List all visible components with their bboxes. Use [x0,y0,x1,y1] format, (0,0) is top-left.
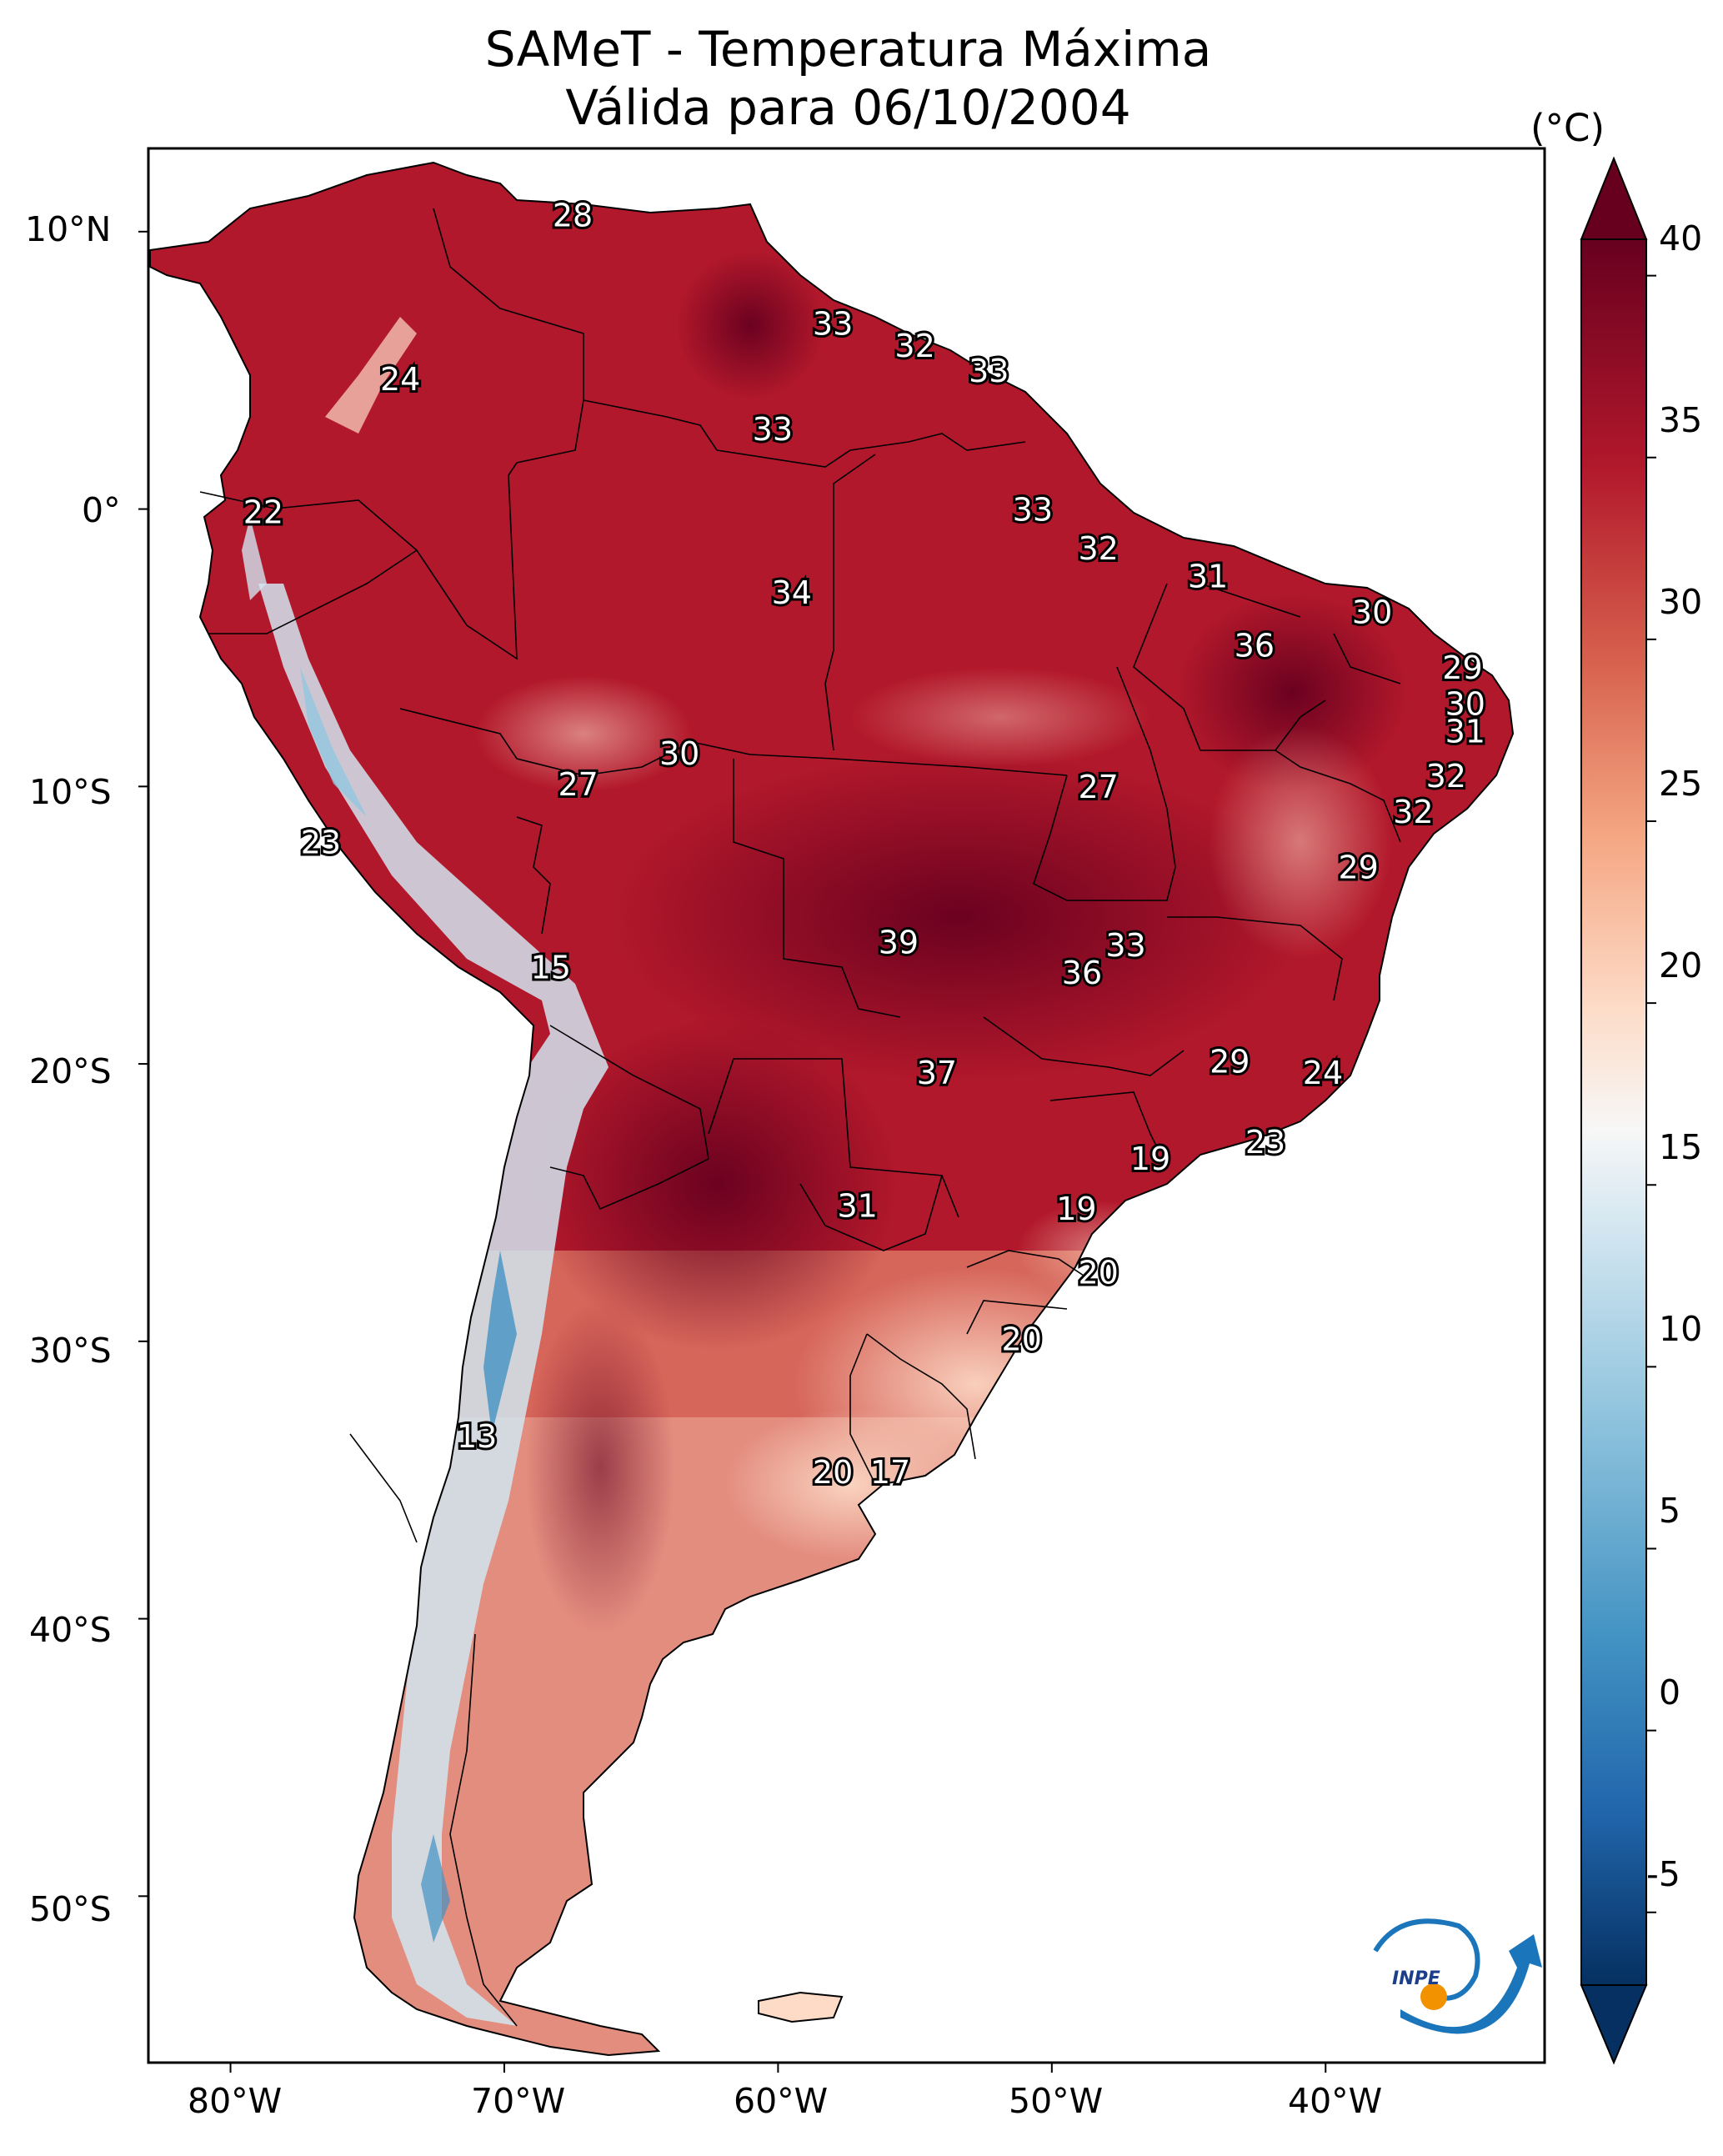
temperature-label: 28 [553,198,593,234]
lon-tick-label: 40°W [1288,2081,1383,2121]
temperature-label: 22 [243,494,283,531]
colorbar-tick-label: 35 [1659,400,1703,440]
temperature-label: 15 [531,949,571,985]
lat-tick-label: 10°N [25,209,112,249]
temperature-label: 24 [1303,1055,1343,1091]
temperature-label: 13 [457,1418,497,1455]
inpe-orange-dot [1420,1983,1447,2010]
map-frame [147,147,1546,2064]
temperature-label: 32 [1426,758,1466,795]
colorbar-unit: (°C) [1530,106,1605,150]
temperature-label: 20 [813,1454,853,1491]
temperature-label: 36 [1062,955,1102,991]
temperature-label: 33 [813,305,853,342]
temperature-label: 36 [1235,627,1275,664]
temperature-label: 37 [917,1055,957,1091]
map-subtitle: Válida para 06/10/2004 [565,79,1131,136]
temperature-label: 33 [753,411,793,448]
lat-tick-label: 30°S [29,1331,112,1371]
temperature-label: 27 [1078,769,1118,805]
temperature-label: 20 [1078,1254,1118,1291]
temperature-label: 19 [1130,1141,1170,1177]
colorbar-tick-label: 5 [1659,1491,1681,1531]
colorbar-tick-label: 15 [1659,1127,1703,1167]
temperature-label: 23 [301,825,341,861]
temperature-label: 30 [1352,594,1392,631]
colorbar-tick-label: 40 [1659,218,1703,258]
colorbar-extend-max [1580,156,1648,240]
temperature-label: 17 [870,1454,910,1491]
inpe-arrow-icon [1400,1934,1542,2034]
inpe-logo: INPE [1373,1918,1542,2034]
temperature-label: 31 [837,1188,877,1225]
colorbar-tick-label: 20 [1659,945,1703,985]
temperature-label: 33 [1013,491,1053,528]
colorbar-tick-label: 10 [1659,1309,1703,1349]
temperature-label: 39 [879,925,919,961]
temperature-label: 33 [969,353,1009,389]
temperature-label: 30 [659,735,699,772]
temperature-label: 34 [772,574,812,611]
inpe-logo-text: INPE [1392,1968,1440,1989]
axis-tick-marks [138,230,1327,2073]
temperature-label: 32 [1078,530,1118,567]
map-title: SAMeT - Temperatura Máxima [484,21,1212,78]
colorbar-gradient [1580,238,1647,1986]
temperature-label: 33 [1105,927,1145,964]
falklands-island [758,1991,844,2023]
temperature-label: 29 [1210,1044,1250,1081]
temperature-label: 23 [1245,1124,1285,1161]
country-borders [199,208,1401,2027]
colorbar-tick-label: -5 [1646,1854,1680,1894]
lat-tick-label: 20°S [29,1051,112,1091]
temperature-label: 24 [380,361,420,398]
colorbar [1580,156,1656,2065]
lon-tick-label: 50°W [1009,2081,1104,2121]
lat-tick-label: 40°S [29,1610,112,1650]
temperature-label: 30 [1445,685,1485,722]
colorbar-tick-label: 30 [1659,582,1703,622]
lat-tick-label: 0° [82,490,121,530]
temperature-label: 31 [1445,714,1485,750]
temperature-label: 19 [1056,1191,1096,1227]
temperature-label: 32 [1393,794,1433,830]
colorbar-tick-label: 25 [1659,764,1703,804]
lon-tick-label: 80°W [188,2081,283,2121]
lat-tick-label: 10°S [29,772,112,812]
lat-tick-label: 50°S [29,1889,112,1929]
temperature-label: 32 [894,328,934,364]
temperature-label: 27 [558,766,598,803]
temperature-label: 29 [1442,649,1482,686]
lon-tick-label: 60°W [734,2081,829,2121]
temperature-label: 20 [1002,1321,1042,1357]
colorbar-tick-label: 0 [1659,1672,1681,1712]
colorbar-extend-min [1580,1984,1648,2065]
temperature-label: 31 [1188,558,1228,594]
lon-tick-label: 70°W [471,2081,566,2121]
temperature-label: 29 [1338,850,1378,886]
